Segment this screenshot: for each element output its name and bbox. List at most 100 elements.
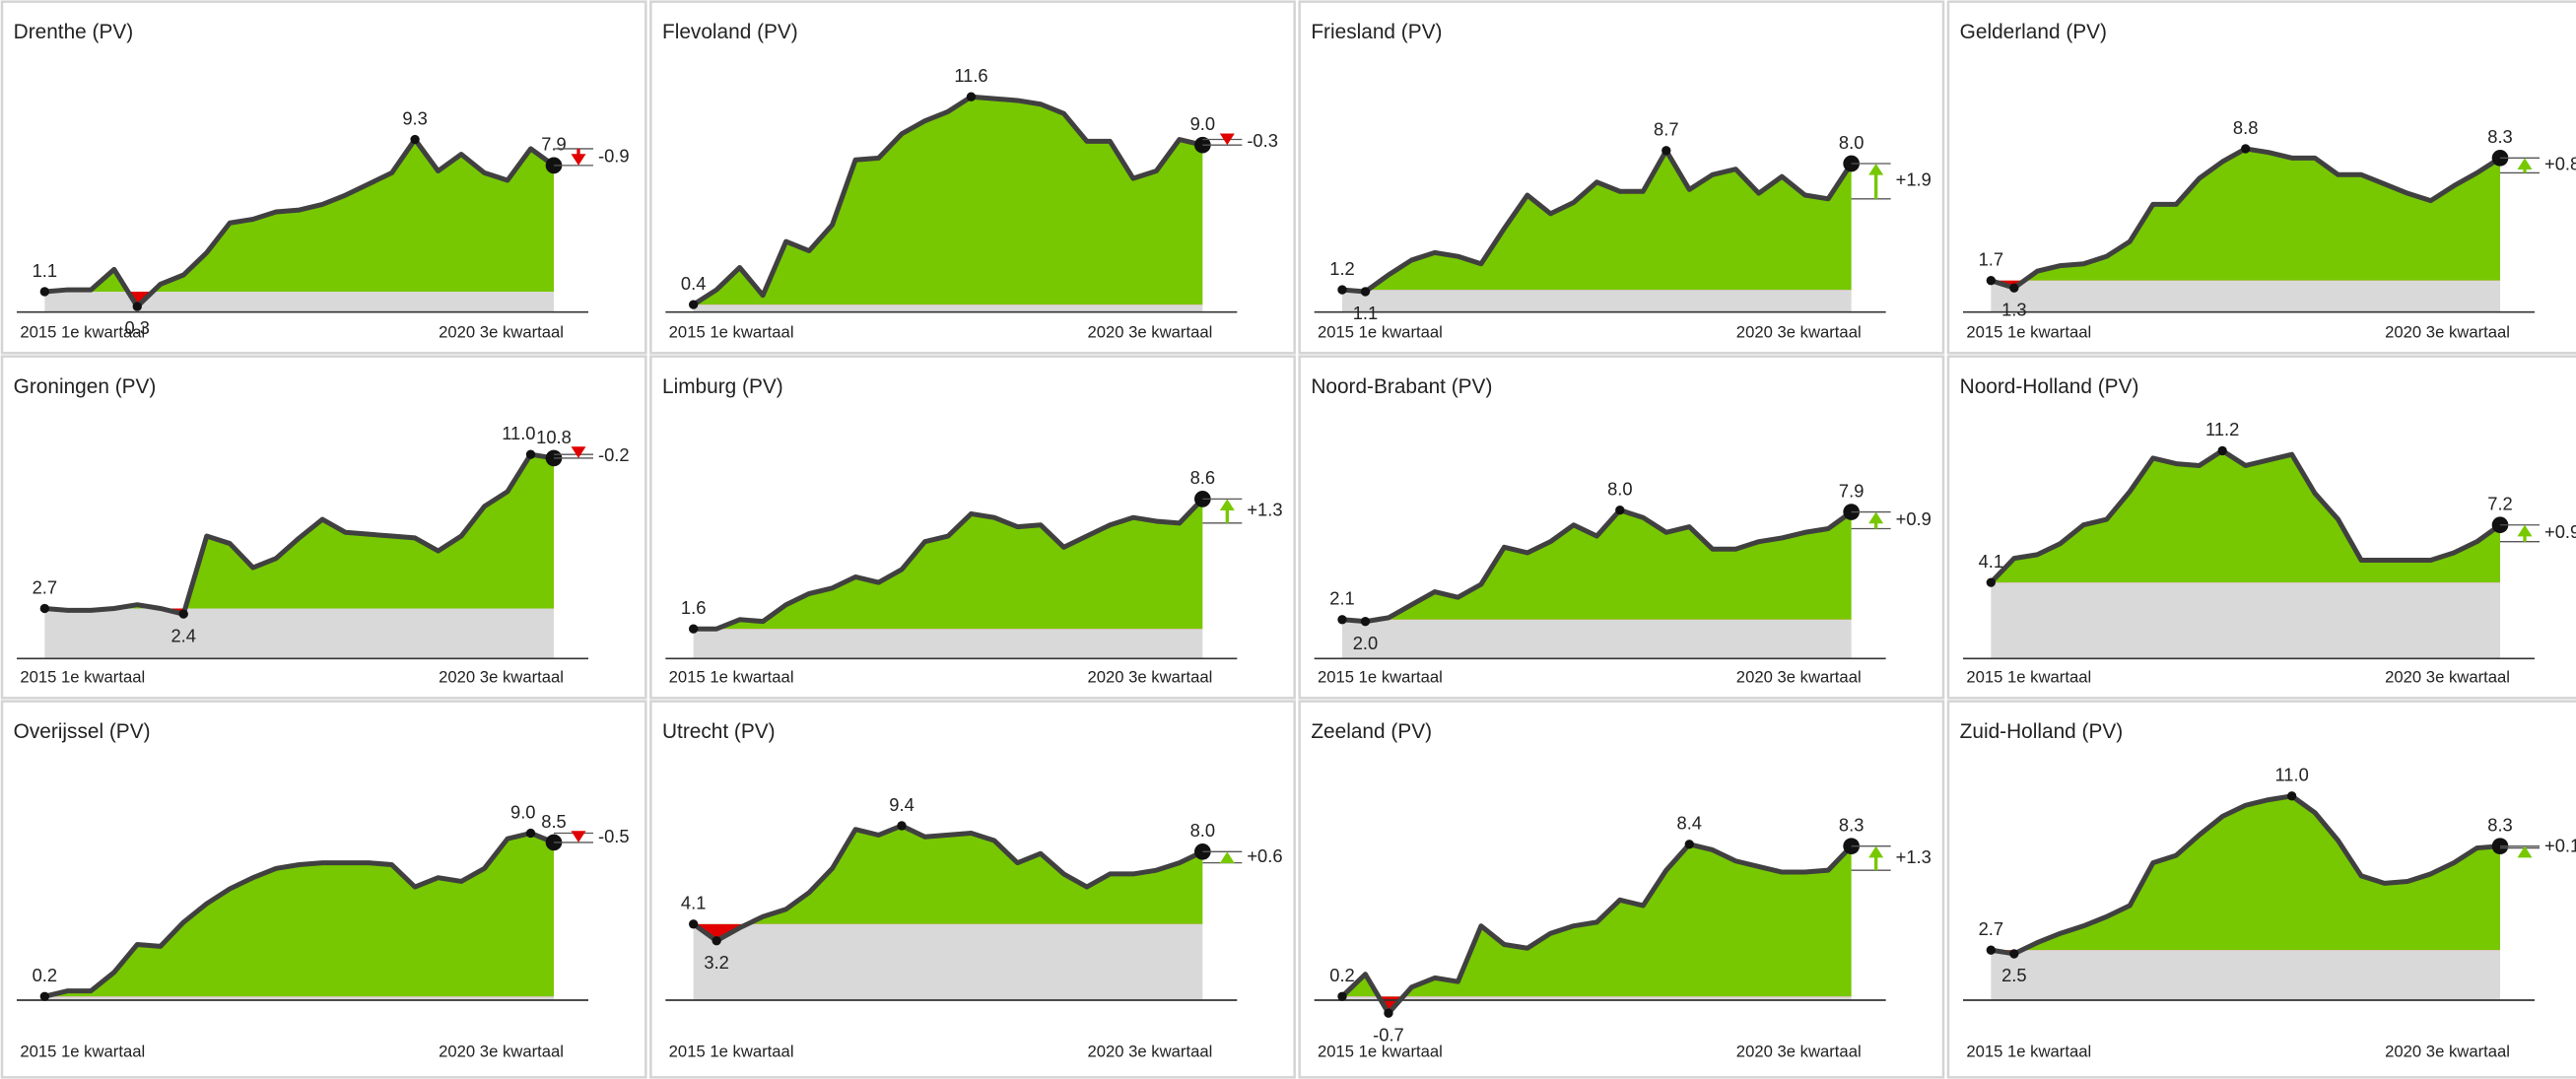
data-label: -0.7 bbox=[1373, 1024, 1404, 1045]
panel-title: Friesland (PV) bbox=[1311, 21, 1442, 43]
change-arrowhead bbox=[2517, 524, 2533, 537]
baseline-area bbox=[44, 291, 555, 312]
line bbox=[43, 831, 555, 999]
panel-title: Overijssel (PV) bbox=[14, 720, 151, 743]
data-label: 2.4 bbox=[171, 625, 196, 645]
point bbox=[1384, 1008, 1393, 1018]
point bbox=[1986, 275, 1996, 286]
baseline-area bbox=[44, 996, 555, 1000]
change-label: -0.3 bbox=[1247, 130, 1278, 151]
data-label: 11.2 bbox=[2205, 419, 2239, 439]
change-arrowhead bbox=[1219, 133, 1235, 146]
point bbox=[39, 991, 50, 1001]
data-label: 0.2 bbox=[33, 965, 57, 985]
point bbox=[2009, 949, 2019, 959]
negative-area bbox=[44, 996, 555, 997]
panel bbox=[0, 700, 647, 1079]
data-label: 2.7 bbox=[33, 576, 57, 597]
data-label: 2.5 bbox=[2001, 965, 2026, 985]
x-tick-label: 2015 1e kwartaal bbox=[669, 1043, 794, 1061]
positive-area bbox=[2024, 148, 2501, 281]
change-label: +0.6 bbox=[1247, 845, 1282, 866]
change-arrowhead bbox=[1219, 851, 1235, 863]
point bbox=[1986, 945, 1996, 955]
baseline-area bbox=[1991, 280, 2500, 312]
point bbox=[689, 300, 699, 309]
data-label: 11.6 bbox=[954, 65, 987, 86]
baseline-area bbox=[1342, 619, 1852, 659]
data-label: 2.7 bbox=[1979, 918, 2003, 939]
change-arrowhead bbox=[571, 831, 586, 843]
panel-title: Zeeland (PV) bbox=[1311, 720, 1432, 743]
point bbox=[1684, 840, 1694, 849]
data-label: 8.3 bbox=[2487, 815, 2512, 836]
data-label: 2.1 bbox=[1329, 588, 1354, 609]
point bbox=[2241, 144, 2251, 154]
data-label: 7.2 bbox=[2487, 494, 2512, 514]
panel-title: Drenthe (PV) bbox=[14, 21, 134, 43]
panel bbox=[1298, 0, 1945, 355]
point bbox=[132, 302, 142, 311]
change-arrowhead bbox=[1868, 845, 1884, 858]
positive-area bbox=[1342, 150, 1852, 291]
positive-area bbox=[44, 833, 555, 997]
panel-title: Limburg (PV) bbox=[662, 375, 783, 398]
data-label: 9.0 bbox=[510, 801, 535, 822]
x-tick-label: 2020 3e kwartaal bbox=[439, 668, 564, 687]
x-tick-label: 2015 1e kwartaal bbox=[1966, 1043, 2091, 1061]
change-label: +1.3 bbox=[1896, 846, 1932, 867]
data-label: 8.0 bbox=[1607, 479, 1632, 500]
x-tick-label: 2020 3e kwartaal bbox=[1087, 668, 1212, 687]
data-label: 9.3 bbox=[402, 107, 427, 128]
data-label: 8.5 bbox=[541, 811, 566, 832]
point bbox=[410, 134, 420, 145]
change-label: -0.9 bbox=[598, 145, 630, 166]
positive-area bbox=[44, 454, 555, 609]
data-label: 8.0 bbox=[1839, 132, 1864, 153]
baseline-area bbox=[1342, 996, 1852, 1000]
baseline-area bbox=[1342, 290, 1852, 312]
data-label: 8.8 bbox=[2233, 117, 2258, 138]
panel bbox=[1946, 0, 2576, 355]
x-tick-label: 2015 1e kwartaal bbox=[1966, 323, 2091, 342]
panel-title: Groningen (PV) bbox=[14, 375, 157, 398]
x-tick-label: 2020 3e kwartaal bbox=[1087, 1043, 1212, 1061]
data-label: 8.6 bbox=[1190, 467, 1215, 488]
point bbox=[712, 936, 721, 946]
panel bbox=[0, 355, 647, 700]
panel bbox=[1946, 355, 2576, 700]
panel bbox=[1946, 700, 2576, 1079]
panel-title: Utrecht (PV) bbox=[662, 720, 776, 743]
line bbox=[44, 451, 555, 617]
x-tick-label: 2020 3e kwartaal bbox=[439, 1043, 564, 1061]
point bbox=[1194, 136, 1211, 154]
change-label: +1.9 bbox=[1896, 169, 1932, 190]
point bbox=[525, 828, 536, 839]
negative-area bbox=[1342, 996, 1852, 1014]
point bbox=[897, 821, 907, 831]
change-label: +0.8 bbox=[2544, 154, 2576, 174]
line bbox=[692, 823, 1204, 944]
change-arrowhead bbox=[571, 154, 586, 166]
point bbox=[1194, 843, 1211, 860]
x-tick-label: 2020 3e kwartaal bbox=[1736, 668, 1862, 687]
panel bbox=[0, 0, 647, 355]
panel-title: Gelderland (PV) bbox=[1960, 21, 2107, 43]
x-tick-label: 2020 3e kwartaal bbox=[2385, 668, 2510, 687]
x-tick-label: 2015 1e kwartaal bbox=[1966, 668, 2091, 687]
positive-area bbox=[747, 825, 1203, 924]
point bbox=[1360, 287, 1371, 297]
point bbox=[2286, 791, 2297, 801]
point bbox=[689, 624, 699, 634]
point bbox=[1337, 991, 1347, 1001]
data-label: 1.7 bbox=[1979, 248, 2003, 269]
panel bbox=[649, 700, 1296, 1079]
data-label: 0.2 bbox=[1329, 965, 1354, 985]
x-tick-label: 2015 1e kwartaal bbox=[1318, 1043, 1443, 1061]
x-tick-label: 2015 1e kwartaal bbox=[669, 668, 794, 687]
data-label: 1.1 bbox=[33, 260, 57, 281]
x-tick-label: 2015 1e kwartaal bbox=[1318, 668, 1443, 687]
baseline-area bbox=[693, 304, 1203, 312]
